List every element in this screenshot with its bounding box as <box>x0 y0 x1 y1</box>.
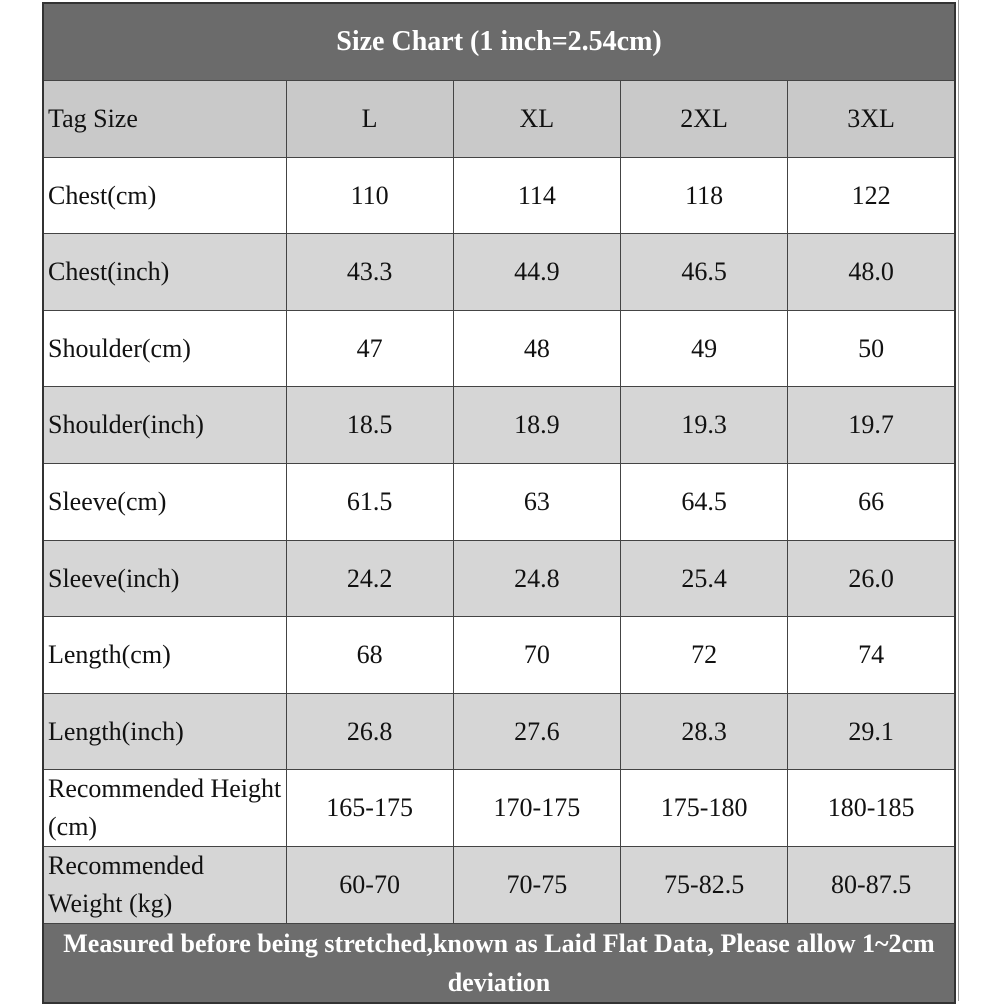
cell: 114 <box>452 156 622 235</box>
row-label: Chest(inch) <box>42 233 287 311</box>
data-row: Recommended Weight (kg) 60-70 70-75 75-82.5… <box>42 845 956 924</box>
cell: 25.4 <box>619 539 789 618</box>
cell: 19.7 <box>787 386 956 464</box>
cell: 72 <box>619 616 789 694</box>
data-row: Length(inch) 26.8 27.6 28.3 29.1 <box>42 692 956 771</box>
cell: 74 <box>787 616 956 694</box>
data-row: Length(cm) 68 70 72 74 <box>42 616 956 694</box>
cell: 80-87.5 <box>787 845 956 924</box>
cell: 43.3 <box>285 233 454 311</box>
cell: 122 <box>787 156 956 235</box>
cell: 26.0 <box>787 539 956 618</box>
title-row: Size Chart (1 inch=2.54cm) <box>42 2 956 81</box>
cell: 24.2 <box>285 539 454 618</box>
row-label: Sleeve(inch) <box>42 539 287 618</box>
row-label: Recommended Weight (kg) <box>42 845 287 924</box>
cell: 18.5 <box>285 386 454 464</box>
cell: 64.5 <box>619 462 789 541</box>
footer-row: Measured before being stretched,known as… <box>42 922 956 1004</box>
cell: 29.1 <box>787 692 956 771</box>
cell: 118 <box>619 156 789 235</box>
cell: 110 <box>285 156 454 235</box>
cell: 48.0 <box>787 233 956 311</box>
cell: 19.3 <box>619 386 789 464</box>
row-label: Shoulder(inch) <box>42 386 287 464</box>
cell: 180-185 <box>787 769 956 847</box>
header-cell: 2XL <box>619 80 789 158</box>
header-cell: XL <box>452 80 622 158</box>
cell: 61.5 <box>285 462 454 541</box>
cell: 48 <box>452 309 622 388</box>
row-label: Length(inch) <box>42 692 287 771</box>
cell: 66 <box>787 462 956 541</box>
data-row: Chest(inch) 43.3 44.9 46.5 48.0 <box>42 233 956 311</box>
cell: 47 <box>285 309 454 388</box>
cell: 18.9 <box>452 386 622 464</box>
data-row: Chest(cm) 110 114 118 122 <box>42 156 956 235</box>
header-row: Tag Size L XL 2XL 3XL <box>42 80 956 158</box>
data-row: Shoulder(inch) 18.5 18.9 19.3 19.7 <box>42 386 956 464</box>
size-chart-table: Size Chart (1 inch=2.54cm) Tag Size L XL 2XL… <box>42 2 956 1004</box>
data-row: Recommended Height (cm) 165-175 170-175 175… <box>42 769 956 847</box>
cell: 49 <box>619 309 789 388</box>
row-label: Chest(cm) <box>42 156 287 235</box>
cell: 26.8 <box>285 692 454 771</box>
cell: 70 <box>452 616 622 694</box>
cell: 44.9 <box>452 233 622 311</box>
table-title: Size Chart (1 inch=2.54cm) <box>42 2 956 81</box>
row-label: Shoulder(cm) <box>42 309 287 388</box>
cell: 46.5 <box>619 233 789 311</box>
cell: 170-175 <box>452 769 622 847</box>
cell: 60-70 <box>285 845 454 924</box>
cell: 24.8 <box>452 539 622 618</box>
cell: 27.6 <box>452 692 622 771</box>
cell: 70-75 <box>452 845 622 924</box>
header-cell: 3XL <box>787 80 956 158</box>
cell: 175-180 <box>619 769 789 847</box>
header-cell: Tag Size <box>42 80 287 158</box>
footer-note: Measured before being stretched,known as… <box>42 922 956 1004</box>
row-label: Sleeve(cm) <box>42 462 287 541</box>
row-label: Recommended Height (cm) <box>42 769 287 847</box>
edge-line <box>958 0 959 1001</box>
cell: 28.3 <box>619 692 789 771</box>
cell: 75-82.5 <box>619 845 789 924</box>
cell: 63 <box>452 462 622 541</box>
row-label: Length(cm) <box>42 616 287 694</box>
cell: 50 <box>787 309 956 388</box>
header-cell: L <box>285 80 454 158</box>
data-row: Shoulder(cm) 47 48 49 50 <box>42 309 956 388</box>
cell: 68 <box>285 616 454 694</box>
data-row: Sleeve(inch) 24.2 24.8 25.4 26.0 <box>42 539 956 618</box>
cell: 165-175 <box>285 769 454 847</box>
data-row: Sleeve(cm) 61.5 63 64.5 66 <box>42 462 956 541</box>
